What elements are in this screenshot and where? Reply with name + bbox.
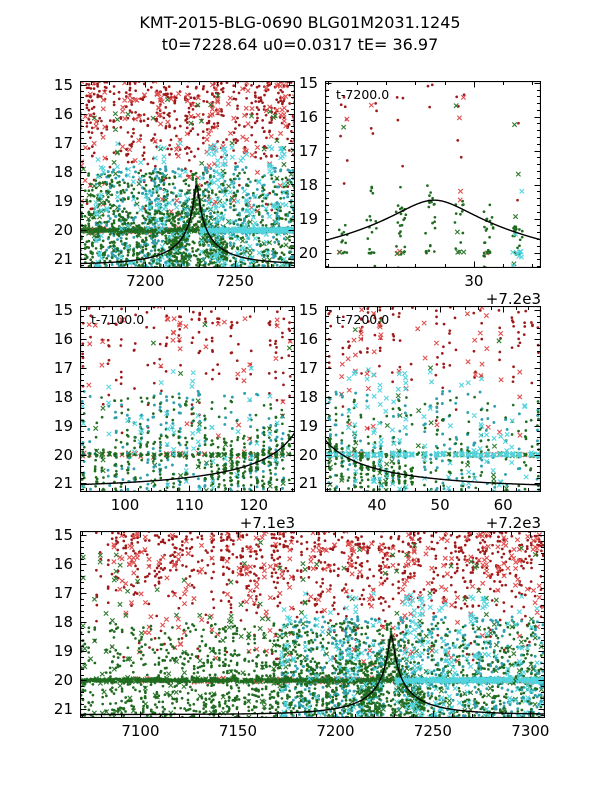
panel-rising-wing: t-7100.0 +7.1e3 — [80, 306, 295, 532]
axis-offset-label: +7.1e3 — [239, 514, 295, 532]
y-tick-label: 19 — [53, 642, 73, 661]
y-tick-label: 18 — [53, 387, 73, 406]
y-tick-label: 15 — [298, 301, 318, 320]
x-tick-label: 30 — [464, 272, 484, 290]
y-tick-label: 20 — [53, 221, 73, 240]
panel-full-lightcurve — [80, 531, 545, 718]
y-tick-label: 20 — [53, 671, 73, 690]
y-tick-label: 16 — [298, 330, 318, 349]
x-tick-label: 40 — [367, 496, 387, 514]
y-tick-label: 18 — [298, 175, 318, 194]
x-tick-label: 7150 — [218, 722, 258, 740]
y-tick-label: 17 — [53, 584, 73, 603]
panel-peak-wide — [80, 81, 295, 268]
x-tick-label: 50 — [430, 496, 450, 514]
y-tick-label: 18 — [53, 613, 73, 632]
y-tick-label: 16 — [53, 555, 73, 574]
y-tick-label: 20 — [53, 445, 73, 464]
scatter-canvas-falling-wing — [325, 306, 541, 492]
x-tick-label: 60 — [493, 496, 513, 514]
scatter-canvas-rising-wing — [80, 306, 295, 492]
panel-falling-wing: t-7200.0 +7.2e3 — [325, 306, 541, 532]
figure-title: KMT-2015-BLG-0690 BLG01M2031.1245 — [139, 13, 461, 32]
y-tick-label: 16 — [53, 330, 73, 349]
y-tick-label: 21 — [53, 700, 73, 719]
y-tick-label: 16 — [298, 107, 318, 126]
y-tick-label: 17 — [53, 134, 73, 153]
scatter-canvas-peak-wide — [80, 81, 295, 268]
y-tick-label: 18 — [53, 163, 73, 182]
y-tick-label: 17 — [298, 359, 318, 377]
x-tick-label: 120 — [239, 496, 269, 514]
y-tick-label: 20 — [298, 445, 318, 464]
y-tick-label: 18 — [298, 387, 318, 406]
y-tick-label: 15 — [53, 301, 73, 320]
y-tick-label: 21 — [53, 474, 73, 493]
y-tick-label: 19 — [298, 209, 318, 228]
x-tick-label: 110 — [175, 496, 204, 514]
panel-peak-zoom: t-7200.0 +7.2e3 — [325, 81, 541, 308]
scatter-canvas-full-lightcurve — [80, 531, 545, 718]
y-tick-label: 19 — [53, 192, 73, 211]
y-tick-label: 19 — [298, 416, 318, 435]
y-tick-label: 19 — [53, 416, 73, 435]
y-tick-label: 17 — [53, 359, 73, 377]
figure-subtitle: t0=7228.64 u0=0.0317 tE= 36.97 — [161, 35, 439, 54]
y-tick-label: 21 — [53, 250, 73, 269]
y-tick-label: 15 — [298, 73, 318, 92]
panel-inner-label: t-7200.0 — [336, 87, 390, 102]
panel-inner-label: t-7200.0 — [336, 312, 390, 327]
y-tick-label: 15 — [53, 526, 73, 545]
scatter-canvas-peak-zoom — [325, 81, 541, 268]
y-tick-label: 21 — [298, 474, 318, 493]
x-tick-label: 7200 — [316, 722, 355, 740]
y-tick-label: 15 — [53, 76, 73, 95]
axis-offset-label: +7.2e3 — [485, 290, 541, 308]
x-tick-label: 7250 — [413, 722, 452, 740]
panel-inner-label: t-7100.0 — [91, 312, 145, 327]
x-tick-label: 7300 — [511, 722, 550, 740]
y-tick-label: 17 — [298, 141, 318, 160]
x-tick-label: 7100 — [121, 722, 160, 740]
y-tick-label: 20 — [298, 243, 318, 262]
x-tick-label: 7250 — [215, 272, 254, 290]
x-tick-label: 100 — [110, 496, 140, 514]
y-tick-label: 16 — [53, 105, 73, 124]
axis-offset-label: +7.2e3 — [485, 514, 541, 532]
x-tick-label: 7200 — [126, 272, 165, 290]
